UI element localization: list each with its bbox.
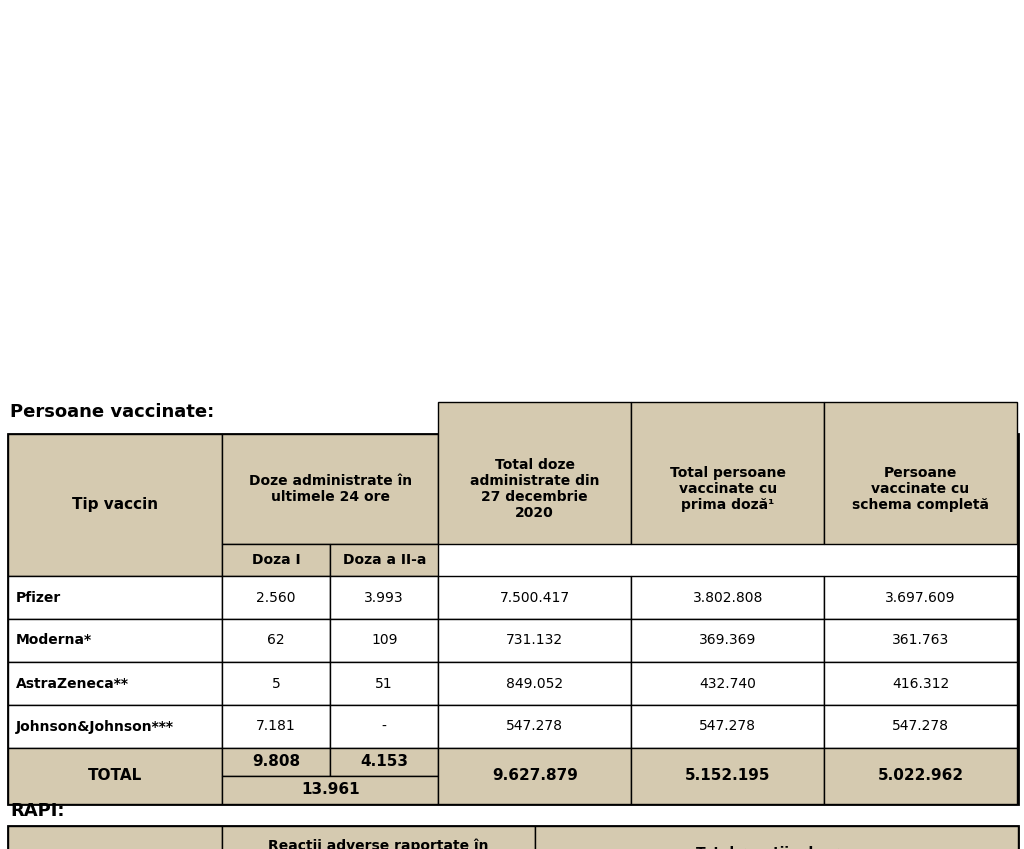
Text: Total doze
administrate din
27 decembrie
2020: Total doze administrate din 27 decembrie… (470, 458, 599, 520)
Text: 7.500.417: 7.500.417 (500, 591, 569, 604)
Text: Doze administrate în
ultimele 24 ore: Doze administrate în ultimele 24 ore (249, 474, 412, 504)
Text: 9.627.879: 9.627.879 (492, 768, 578, 784)
Text: 109: 109 (371, 633, 397, 648)
Text: Pfizer: Pfizer (16, 591, 61, 604)
Text: 62: 62 (267, 633, 285, 648)
Text: 547.278: 547.278 (506, 719, 563, 734)
Text: Reacții adverse raportate în
ultimele 24 de ore: Reacții adverse raportate în ultimele 24… (268, 838, 488, 849)
Text: 2.560: 2.560 (256, 591, 296, 604)
Bar (631, 705, 824, 748)
Bar (824, 662, 1017, 705)
Text: 3.802.808: 3.802.808 (692, 591, 763, 604)
Bar (8, 705, 222, 748)
Bar (824, 748, 1017, 804)
Text: Johnson&Johnson***: Johnson&Johnson*** (16, 719, 174, 734)
Bar (222, 662, 330, 705)
Text: 9.808: 9.808 (252, 755, 300, 769)
Text: 3.993: 3.993 (365, 591, 404, 604)
Text: Persoane
vaccinate cu
schema completă: Persoane vaccinate cu schema completă (852, 466, 989, 512)
Bar (438, 402, 631, 544)
Text: 13.961: 13.961 (301, 783, 359, 797)
Bar (438, 705, 631, 748)
Bar (824, 402, 1017, 544)
Text: 369.369: 369.369 (699, 633, 757, 648)
Bar (222, 748, 330, 776)
Text: 51: 51 (376, 677, 393, 690)
Bar (222, 826, 536, 849)
Text: TOTAL: TOTAL (88, 768, 142, 784)
Bar (8, 662, 222, 705)
Text: AstraZeneca**: AstraZeneca** (16, 677, 129, 690)
Bar (8, 826, 222, 849)
Bar (8, 826, 1018, 849)
Bar (330, 619, 438, 662)
Text: 416.312: 416.312 (892, 677, 949, 690)
Bar (8, 619, 222, 662)
Bar (222, 619, 330, 662)
Text: 5.022.962: 5.022.962 (878, 768, 964, 784)
Text: 849.052: 849.052 (506, 677, 563, 690)
Bar (222, 776, 438, 804)
Bar (438, 619, 631, 662)
Bar (438, 748, 631, 804)
Bar (330, 544, 438, 576)
Text: 5.152.195: 5.152.195 (685, 768, 770, 784)
Bar (631, 576, 824, 619)
Bar (824, 619, 1017, 662)
Text: Doza a II-a: Doza a II-a (343, 553, 426, 567)
Bar (631, 662, 824, 705)
Text: Total persoane
vaccinate cu
prima doză¹: Total persoane vaccinate cu prima doză¹ (670, 466, 785, 512)
Bar (222, 544, 330, 576)
Bar (631, 619, 824, 662)
Text: RAPI:: RAPI: (10, 802, 65, 820)
Bar (222, 705, 330, 748)
Bar (330, 662, 438, 705)
Bar (438, 662, 631, 705)
Text: Doza I: Doza I (252, 553, 300, 567)
Text: 4.153: 4.153 (360, 755, 409, 769)
Text: 361.763: 361.763 (892, 633, 949, 648)
Bar (824, 705, 1017, 748)
Bar (222, 434, 438, 544)
Bar (631, 748, 824, 804)
Text: Total reacții adverse: Total reacții adverse (696, 846, 857, 849)
Bar (8, 748, 222, 804)
Bar (824, 576, 1017, 619)
Text: 731.132: 731.132 (506, 633, 563, 648)
Text: 547.278: 547.278 (892, 719, 949, 734)
Text: Persoane vaccinate:: Persoane vaccinate: (10, 403, 214, 421)
Bar (330, 705, 438, 748)
Text: Tip vaccin: Tip vaccin (72, 498, 158, 513)
Bar (8, 434, 1018, 804)
Text: Moderna*: Moderna* (16, 633, 92, 648)
Bar (8, 434, 222, 576)
Bar (330, 576, 438, 619)
Text: 547.278: 547.278 (699, 719, 756, 734)
Text: -: - (382, 719, 387, 734)
Text: 5: 5 (271, 677, 281, 690)
Text: 432.740: 432.740 (699, 677, 756, 690)
Bar (438, 576, 631, 619)
Text: 7.181: 7.181 (256, 719, 296, 734)
Bar (8, 576, 222, 619)
Text: 3.697.609: 3.697.609 (886, 591, 955, 604)
Bar (330, 748, 438, 776)
Bar (222, 576, 330, 619)
Bar (536, 826, 1018, 849)
Bar (631, 402, 824, 544)
